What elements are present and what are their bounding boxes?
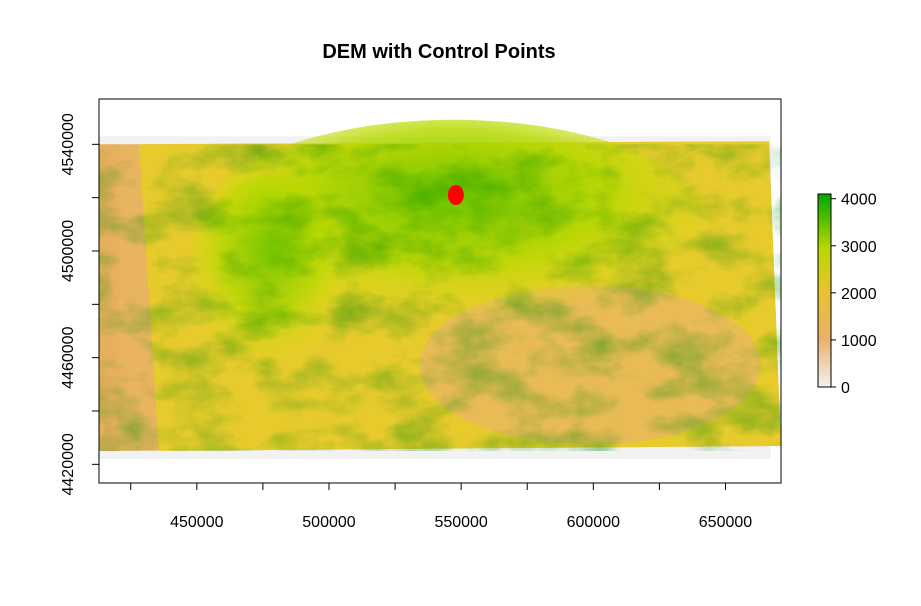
control-point — [447, 185, 464, 205]
x-tick-label: 450000 — [170, 514, 223, 531]
chart-title: DEM with Control Points — [322, 41, 555, 63]
y-tick-label: 4500000 — [60, 220, 77, 282]
x-tick-label: 500000 — [302, 514, 355, 531]
colorbar — [817, 193, 832, 388]
raster-texture — [99, 144, 781, 452]
control-points — [447, 185, 464, 205]
x-axis: 450000 500000 550000 600000 650000 — [130, 482, 752, 531]
colorbar-tick-label: 1000 — [841, 333, 877, 350]
y-axis: 4420000 4460000 4500000 4540000 — [60, 113, 100, 495]
x-tick-label: 600000 — [567, 514, 620, 531]
colorbar-tick-label: 2000 — [841, 286, 877, 303]
colorbar-tick-label: 0 — [841, 380, 850, 397]
y-tick-label: 4540000 — [60, 113, 77, 175]
x-tick-label: 550000 — [434, 514, 487, 531]
y-tick-label: 4460000 — [60, 326, 77, 388]
colorbar-legend: 0 1000 2000 3000 4000 — [817, 192, 877, 397]
colorbar-tick-label: 4000 — [841, 192, 877, 209]
y-tick-label: 4420000 — [60, 433, 77, 495]
colorbar-tick-label: 3000 — [841, 239, 877, 256]
x-tick-label: 650000 — [699, 514, 752, 531]
dem-raster — [99, 119, 781, 460]
